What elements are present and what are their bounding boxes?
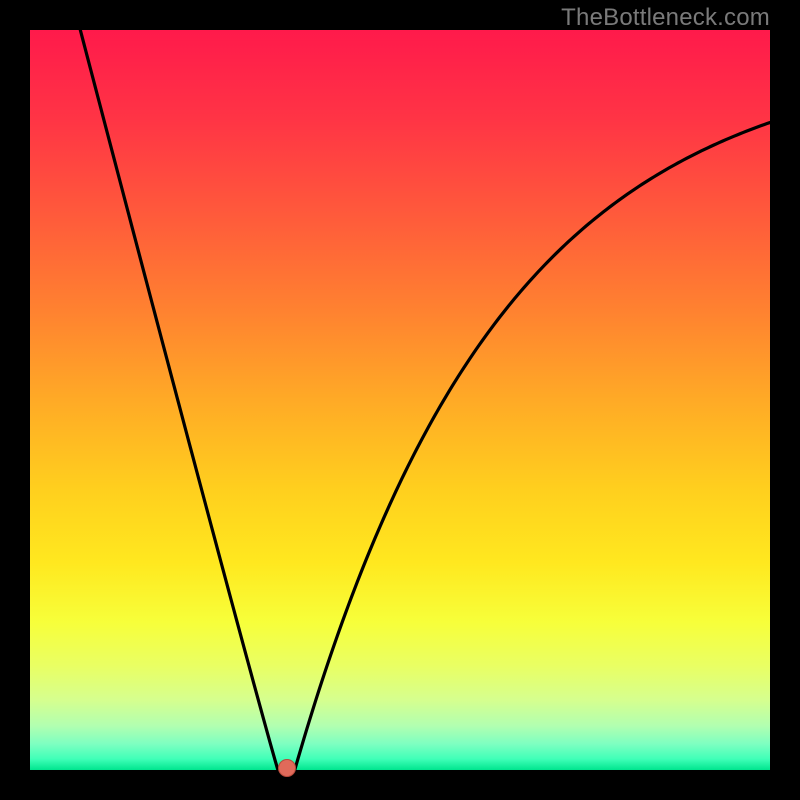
plot-area: [30, 30, 770, 770]
optimum-marker: [278, 759, 296, 777]
chart-frame: TheBottleneck.com: [0, 0, 800, 800]
gradient-background: [30, 30, 770, 770]
watermark-text: TheBottleneck.com: [561, 4, 770, 32]
